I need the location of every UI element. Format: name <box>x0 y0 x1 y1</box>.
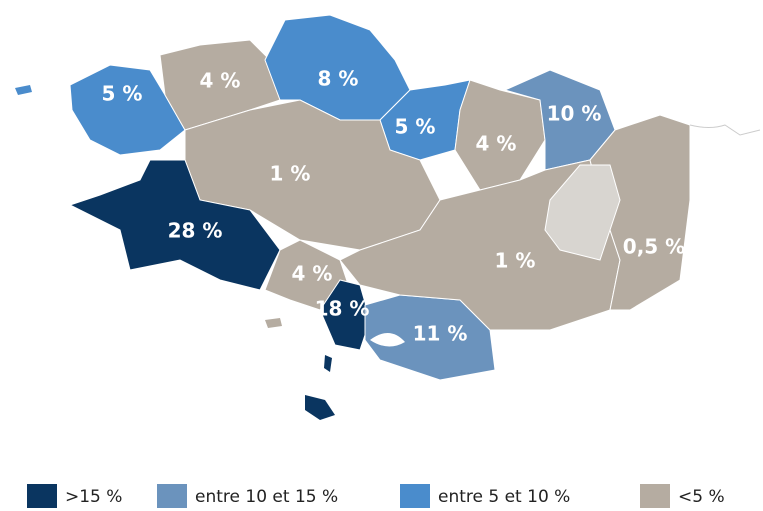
labels: 5 % 4 % 8 % 5 % 4 % 10 % 1 % 28 % 4 % 18 % 11 % 1 %… <box>102 67 686 346</box>
region-label: 4 % <box>292 262 333 286</box>
region-label: 0,5 % <box>623 235 685 259</box>
region-label: 8 % <box>318 67 359 91</box>
island <box>15 85 32 95</box>
legend-swatch <box>157 484 187 508</box>
border-line <box>689 124 761 136</box>
region-label: 11 % <box>413 322 468 346</box>
region-label: 1 % <box>495 249 536 273</box>
legend-swatch <box>27 484 57 508</box>
region-label: 4 % <box>200 69 241 93</box>
region <box>68 159 281 291</box>
legend-label: entre 10 et 15 % <box>195 487 338 507</box>
region <box>589 114 691 311</box>
island <box>324 355 332 372</box>
island <box>305 395 335 420</box>
legend: >15 % entre 10 et 15 % entre 5 et 10 % <5 % <box>27 484 725 508</box>
legend-swatch <box>640 484 670 508</box>
island <box>265 318 282 328</box>
region <box>69 64 186 156</box>
gulf <box>370 332 405 347</box>
legend-label: entre 5 et 10 % <box>438 487 570 507</box>
region-label: 28 % <box>168 219 223 243</box>
region-label: 4 % <box>476 132 517 156</box>
region-label: 18 % <box>315 297 370 321</box>
region-label: 1 % <box>270 162 311 186</box>
legend-swatch <box>400 484 430 508</box>
regions <box>68 14 691 381</box>
region-label: 10 % <box>547 102 602 126</box>
region-no-data <box>544 164 621 261</box>
region-label: 5 % <box>102 82 143 106</box>
legend-label: <5 % <box>678 487 725 507</box>
region-label: 5 % <box>395 115 436 139</box>
legend-label: >15 % <box>65 487 122 507</box>
